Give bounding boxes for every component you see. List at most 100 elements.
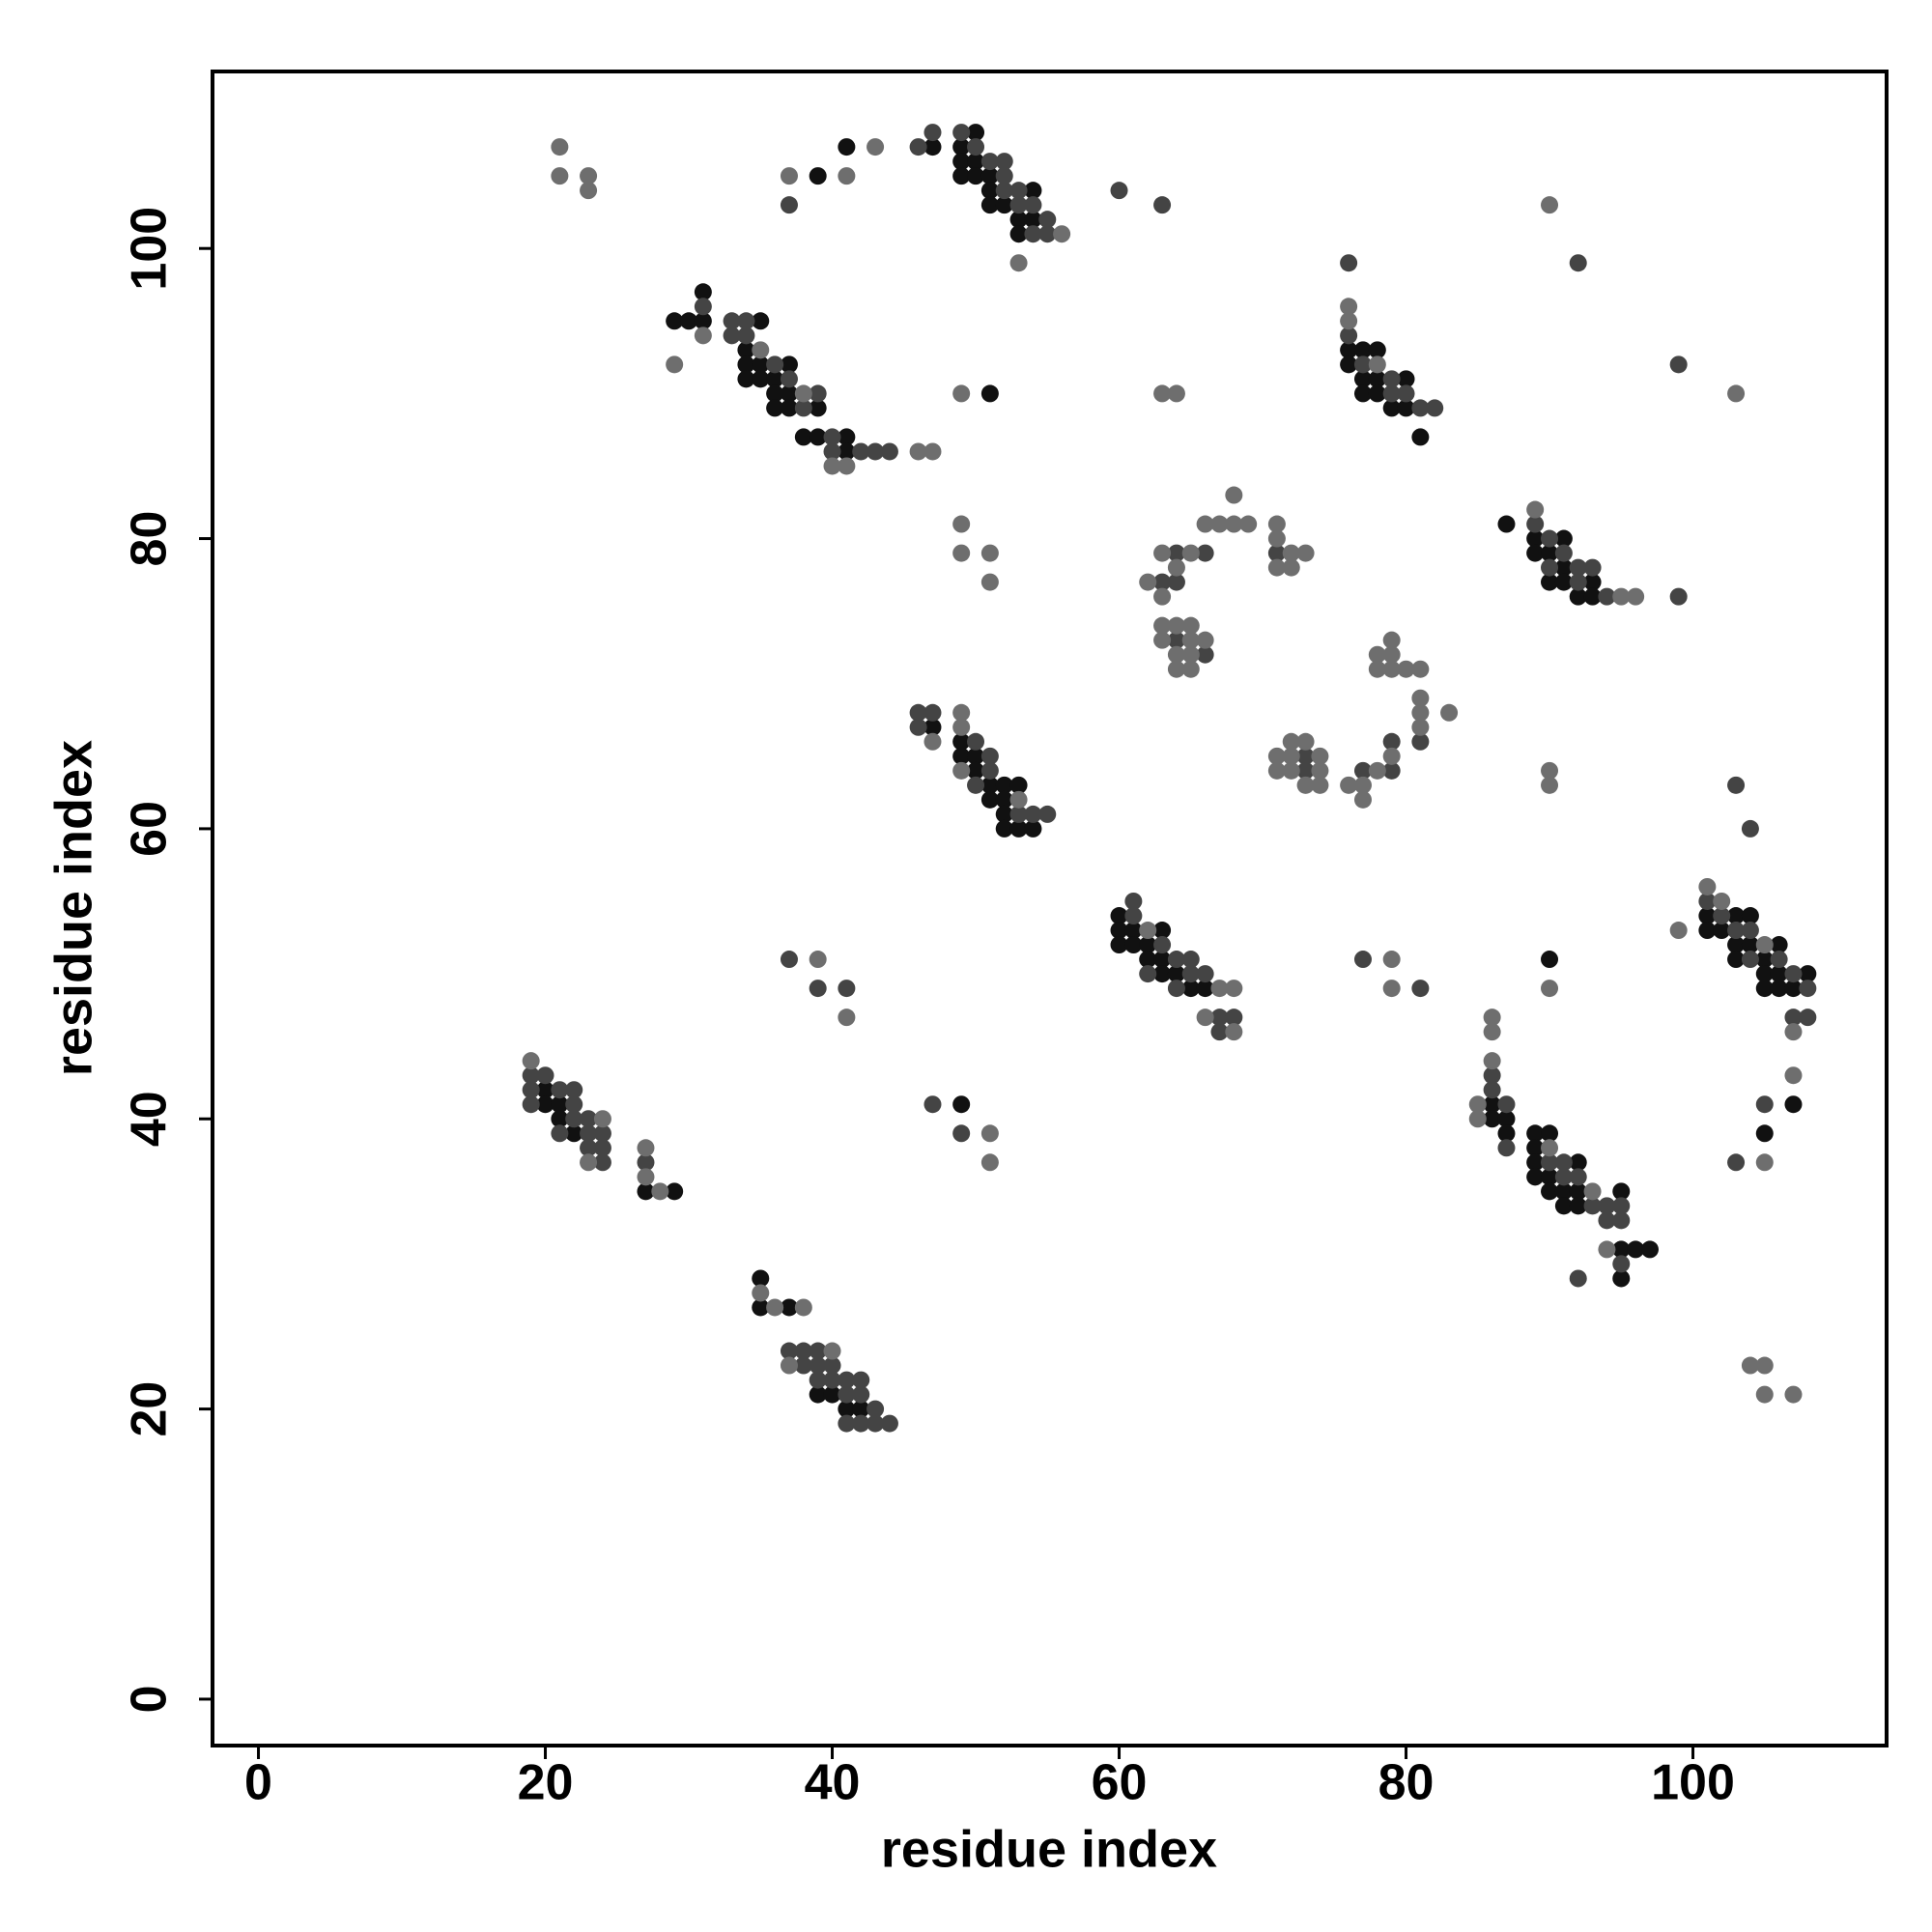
contact-point — [880, 442, 898, 461]
contact-point — [1755, 1095, 1774, 1114]
contact-point — [737, 327, 755, 345]
contact-point — [1139, 936, 1157, 954]
contact-point — [1554, 544, 1573, 562]
contact-point — [1382, 384, 1401, 403]
y-tick-label: 80 — [122, 511, 178, 567]
contact-point — [980, 747, 999, 765]
contact-point — [1727, 907, 1746, 925]
contact-point — [1382, 980, 1401, 998]
contact-point — [766, 399, 784, 417]
contact-point — [551, 138, 569, 156]
contact-point — [536, 1081, 554, 1099]
contact-point — [1124, 892, 1143, 910]
contact-point — [1770, 980, 1788, 998]
contact-point — [1382, 370, 1401, 388]
contact-point — [1282, 558, 1300, 577]
contact-point — [952, 718, 971, 736]
contact-point — [1210, 1023, 1229, 1041]
contact-point — [723, 312, 741, 330]
contact-point — [1382, 761, 1401, 780]
contact-point — [780, 167, 798, 185]
contact-point — [823, 1356, 841, 1375]
contact-point — [809, 1385, 827, 1404]
contact-point — [809, 980, 827, 998]
contact-point — [980, 1153, 999, 1172]
contact-point — [923, 703, 942, 722]
contact-point — [780, 1298, 798, 1317]
contact-point — [980, 790, 999, 809]
contact-point — [1196, 515, 1214, 533]
contact-point — [1784, 1385, 1803, 1404]
contact-point — [838, 980, 856, 998]
contact-point — [752, 341, 770, 359]
contact-point — [1598, 1211, 1616, 1230]
contact-point — [1784, 1009, 1803, 1027]
x-tick-label: 60 — [1092, 1755, 1148, 1811]
contact-point — [1353, 776, 1372, 794]
contact-point — [1038, 211, 1057, 229]
contact-point — [1541, 544, 1559, 562]
contact-point — [1612, 1182, 1631, 1201]
contact-point — [752, 1284, 770, 1302]
contact-point — [1799, 980, 1817, 998]
contact-point — [1583, 1197, 1602, 1215]
contact-point — [522, 1052, 540, 1070]
contact-point — [1153, 965, 1172, 983]
contact-point — [1755, 1153, 1774, 1172]
contact-point — [1541, 573, 1559, 591]
contact-point — [1196, 645, 1214, 664]
contact-point — [1267, 558, 1286, 577]
contact-point — [637, 1139, 655, 1157]
contact-point — [1727, 1153, 1746, 1172]
contact-point — [809, 399, 827, 417]
contact-point — [1541, 1153, 1559, 1172]
contact-point — [565, 1110, 583, 1128]
contact-point — [809, 167, 827, 185]
contact-point — [1267, 529, 1286, 548]
contact-point — [1784, 1066, 1803, 1085]
contact-point — [1541, 196, 1559, 214]
contact-point — [794, 384, 812, 403]
y-tick-label: 40 — [122, 1091, 178, 1147]
contact-point — [1153, 573, 1172, 591]
contact-point — [1526, 1153, 1545, 1172]
contact-point — [1483, 1023, 1501, 1041]
contact-point — [1483, 1009, 1501, 1027]
contact-point — [1368, 341, 1386, 359]
contact-point — [522, 1095, 540, 1114]
contact-point — [1225, 1023, 1243, 1041]
contact-point — [952, 544, 971, 562]
contact-point — [995, 182, 1013, 200]
contact-point — [1669, 355, 1688, 374]
contact-point — [580, 1110, 598, 1128]
contact-point — [1181, 951, 1200, 969]
contact-point — [1698, 877, 1717, 895]
contact-point — [1181, 616, 1200, 635]
contact-point — [1153, 384, 1172, 403]
contact-point — [838, 1414, 856, 1433]
contact-point — [794, 1298, 812, 1317]
contact-point — [694, 298, 712, 316]
contact-point — [1727, 936, 1746, 954]
contact-point — [1382, 660, 1401, 678]
contact-point — [880, 1414, 898, 1433]
contact-point — [1110, 922, 1128, 940]
contact-point — [1167, 660, 1185, 678]
contact-point — [1110, 936, 1128, 954]
contact-point — [780, 951, 798, 969]
contact-point — [1755, 965, 1774, 983]
contact-point — [980, 573, 999, 591]
contact-point — [823, 442, 841, 461]
contact-point — [1497, 1139, 1516, 1157]
contact-point — [737, 312, 755, 330]
contact-point — [1382, 732, 1401, 751]
contact-point — [1541, 558, 1559, 577]
contact-point — [651, 1182, 669, 1201]
contact-point — [1612, 1197, 1631, 1215]
contact-point — [1755, 1356, 1774, 1375]
contact-point — [1038, 805, 1057, 823]
contact-point — [780, 370, 798, 388]
contact-point — [1196, 980, 1214, 998]
contact-point — [838, 1371, 856, 1389]
